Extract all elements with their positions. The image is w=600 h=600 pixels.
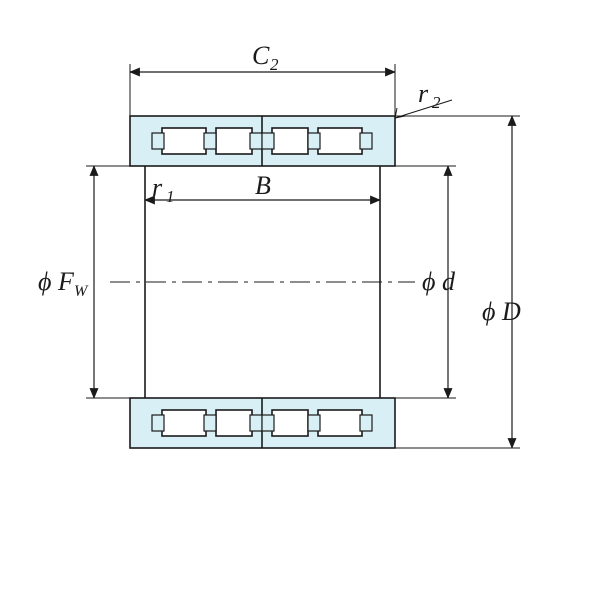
bottom-section	[130, 282, 395, 448]
label-r2-sub: 2	[432, 93, 441, 112]
label-fw: F	[57, 267, 75, 296]
label-fw-sub: W	[74, 283, 89, 300]
label-D: D	[501, 297, 521, 326]
label-r2: r	[418, 79, 429, 108]
label-d: d	[442, 267, 456, 296]
dim-c2: C 2	[130, 41, 395, 116]
dim-r2: r 2	[395, 79, 452, 118]
dim-b: B	[145, 166, 380, 208]
label-b: B	[255, 171, 271, 200]
dim-r1: r 1	[152, 173, 175, 206]
label-r1: r	[152, 173, 163, 202]
bearing-cross-section-diagram: C 2 r 2 B r 1 ϕ F W ϕ d	[0, 0, 600, 600]
label-r1-sub: 1	[166, 187, 175, 206]
label-c2-sub: 2	[270, 55, 279, 74]
label-D-pre: ϕ	[482, 297, 495, 326]
label-c2: C	[252, 41, 270, 70]
label-d-pre: ϕ	[422, 267, 435, 296]
label-fw-pre: ϕ	[38, 267, 51, 296]
